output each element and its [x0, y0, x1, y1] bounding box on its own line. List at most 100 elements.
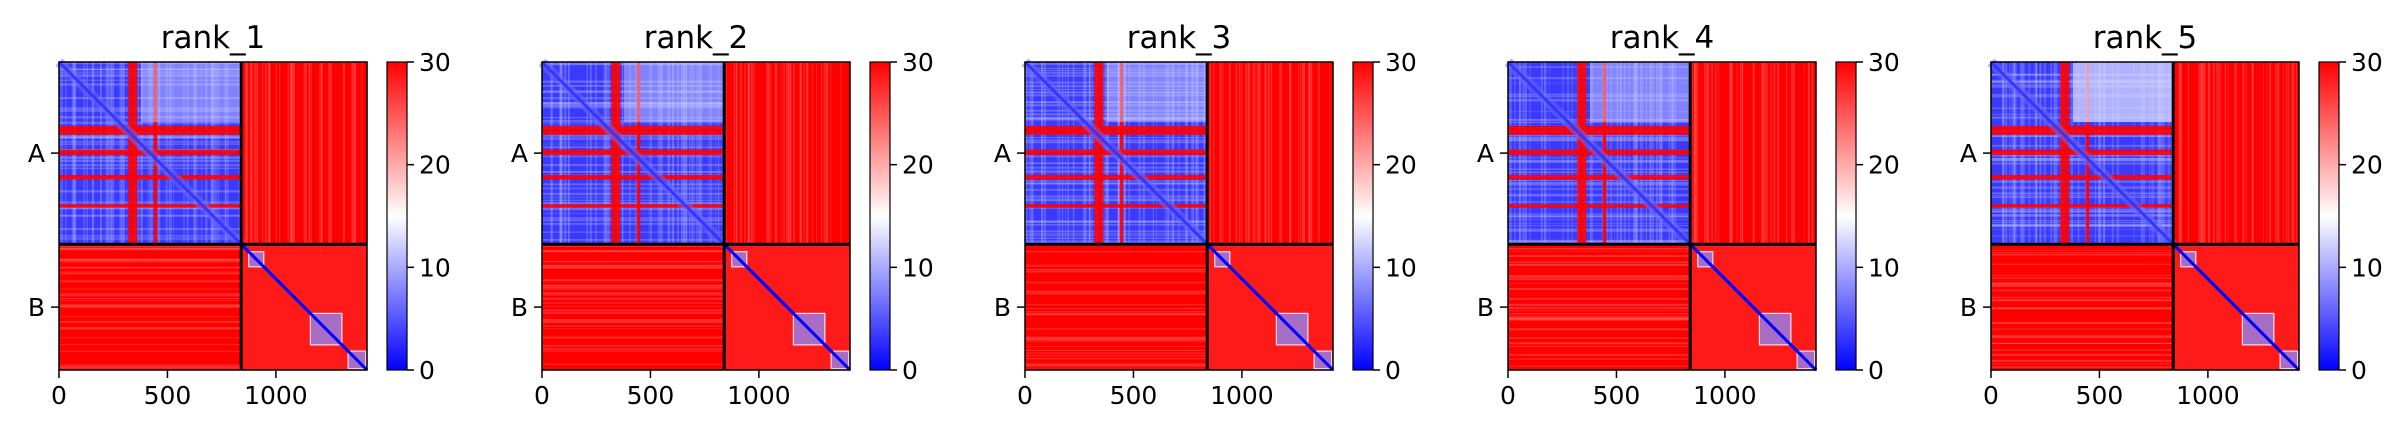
texture-stripe: [1508, 180, 1691, 182]
texture-stripe: [1025, 92, 1208, 94]
texture-stripe: [1025, 180, 1208, 182]
texture-stripe: [59, 97, 242, 99]
texture-stripe: [59, 280, 242, 283]
texture-stripe: [59, 190, 242, 193]
diagonal-B: [240, 243, 369, 372]
colorbar: [1836, 62, 1856, 370]
texture-stripe: [59, 273, 242, 275]
texture-stripe: [1508, 282, 1691, 284]
texture-stripe: [2285, 62, 2287, 245]
texture-stripe: [1025, 116, 1208, 119]
texture-stripe: [1716, 62, 1717, 245]
texture-stripe: [1025, 170, 1208, 173]
diagonal-B: [2172, 243, 2301, 372]
texture-stripe: [1508, 215, 1691, 217]
texture-stripe: [750, 62, 752, 245]
texture-stripe: [2203, 62, 2206, 245]
texture-stripe: [542, 319, 725, 322]
texture-stripe: [542, 104, 725, 106]
colorbar-frame: [869, 61, 891, 371]
texture-stripe: [59, 167, 242, 169]
texture-stripe: [59, 350, 242, 352]
texture-stripe: [542, 245, 725, 247]
texture-stripe: [1025, 199, 1208, 202]
texture-stripe: [1741, 62, 1744, 245]
texture-stripe: [1256, 62, 1259, 245]
colorbar-tick-label: 20: [1868, 151, 1900, 180]
texture-stripe: [1770, 62, 1772, 245]
texture-stripe: [1025, 198, 1208, 201]
texture-stripe: [1695, 62, 1697, 245]
red-band: [1094, 62, 1104, 245]
texture-stripe: [1508, 303, 1691, 306]
texture-stripe: [1991, 282, 2174, 285]
texture-stripe: [1271, 62, 1273, 245]
texture-stripe: [1739, 62, 1741, 245]
red-band: [1991, 175, 2174, 180]
texture-stripe: [542, 264, 725, 266]
texture-stripe: [328, 62, 331, 245]
texture-stripe: [1991, 210, 2174, 212]
texture-stripe: [1508, 201, 1691, 203]
texture-stripe: [2198, 62, 2200, 245]
texture-stripe: [542, 217, 725, 219]
texture-stripe: [1508, 181, 1691, 184]
texture-stripe: [1508, 276, 1691, 278]
texture-stripe: [542, 199, 725, 201]
texture-stripe: [59, 165, 242, 167]
y-tick-label: A: [1477, 139, 1494, 168]
texture-stripe: [733, 62, 736, 245]
texture-stripe: [1025, 233, 1208, 235]
texture-stripe: [2291, 62, 2292, 245]
texture-stripe: [1508, 315, 1691, 317]
texture-stripe: [1025, 355, 1208, 357]
texture-stripe: [1289, 62, 1291, 245]
panel-rank_4: rank_4 A B 0 500 1000 0 10 20 30: [1477, 20, 1900, 410]
axes-frame: [1990, 61, 2300, 371]
texture-stripe: [1729, 62, 1732, 245]
texture-stripe: [59, 228, 242, 231]
texture-stripe: [799, 62, 801, 245]
texture-stripe: [59, 116, 242, 119]
texture-stripe: [264, 62, 267, 245]
texture-stripe: [2236, 62, 2237, 245]
texture-stripe: [1718, 62, 1720, 245]
texture-stripe: [1025, 71, 1208, 74]
texture-stripe: [1025, 340, 1208, 342]
texture-stripe: [2224, 62, 2226, 245]
light-region: [141, 62, 242, 123]
texture-stripe: [1991, 223, 2174, 226]
texture-stripe: [1508, 225, 1691, 227]
texture-stripe: [59, 83, 242, 86]
texture-stripe: [744, 62, 746, 245]
texture-stripe: [783, 62, 785, 245]
texture-stripe: [542, 231, 725, 233]
texture-stripe: [2278, 62, 2280, 245]
colorbar: [870, 62, 890, 370]
texture-stripe: [2242, 62, 2245, 245]
texture-stripe: [1991, 224, 2174, 227]
texture-stripe: [1025, 182, 1208, 185]
colorbar-tick-label: 10: [1385, 253, 1417, 282]
panel-title: rank_2: [644, 20, 749, 56]
texture-stripe: [542, 239, 725, 241]
texture-stripe: [1991, 284, 2174, 287]
texture-stripe: [735, 62, 738, 245]
texture-stripe: [542, 325, 725, 327]
texture-stripe: [1220, 62, 1222, 245]
diagonal-B: [1206, 243, 1335, 372]
texture-stripe: [1508, 183, 1691, 185]
texture-stripe: [542, 336, 725, 339]
texture-stripe: [830, 62, 832, 245]
red-band: [542, 204, 725, 208]
texture-stripe: [1508, 223, 1691, 224]
texture-stripe: [542, 208, 725, 211]
texture-stripe: [1508, 96, 1691, 98]
texture-stripe: [1773, 62, 1776, 245]
texture-stripe: [1025, 110, 1208, 112]
texture-stripe: [1508, 119, 1691, 121]
texture-stripe: [1991, 289, 2174, 292]
axes-frame: [58, 61, 368, 371]
texture-stripe: [1508, 195, 1691, 197]
